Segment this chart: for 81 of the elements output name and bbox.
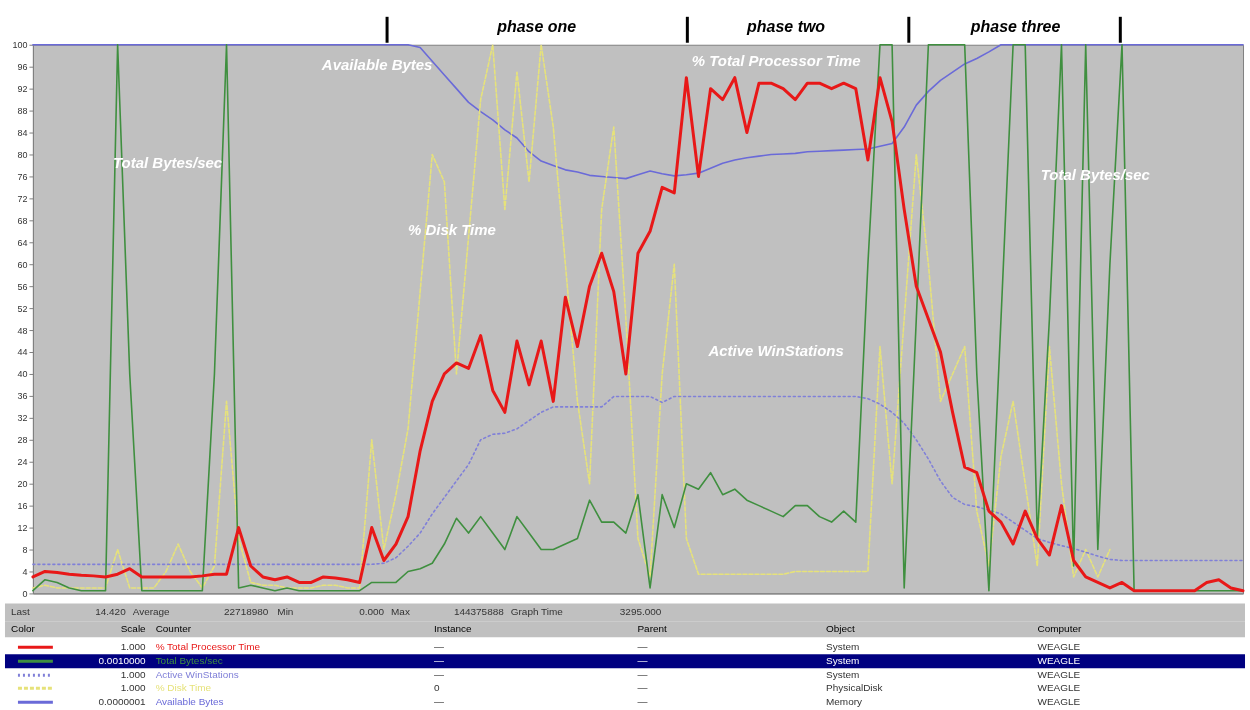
y-tick-label: 24 (17, 457, 28, 468)
y-tick-label: 64 (17, 237, 28, 248)
text: Total Bytes/sec (155, 655, 223, 667)
text: phase one (496, 17, 577, 35)
y-tick-label: 84 (17, 128, 28, 139)
text: WEAGLE (1037, 669, 1081, 681)
y-tick-label: 76 (17, 171, 28, 182)
text: % Total Processor Time (155, 641, 261, 653)
text: Available Bytes (155, 696, 224, 708)
text: WEAGLE (1037, 696, 1081, 708)
text: Parent (637, 623, 668, 635)
text: 0.0010000 (98, 655, 147, 667)
text: System (826, 669, 860, 681)
text: Active WinStations (155, 669, 239, 681)
text: — (637, 655, 648, 667)
text: PhysicalDisk (826, 682, 883, 694)
y-tick-label: 4 (22, 566, 28, 577)
text: 22718980 (224, 606, 269, 618)
text: Scale (120, 623, 147, 635)
y-tick-label: 68 (17, 215, 28, 226)
text: 14.420 (95, 606, 127, 618)
y-tick-label: 0 (22, 588, 28, 599)
text: Computer (1037, 623, 1082, 635)
y-tick-label: 48 (17, 325, 28, 336)
text: System (826, 641, 860, 653)
text: — (637, 669, 648, 681)
text: Min (277, 606, 294, 618)
text: 1.000 (120, 682, 147, 694)
y-tick-label: 52 (17, 303, 28, 314)
text: 1.000 (120, 641, 147, 653)
text: Color (10, 623, 36, 635)
y-tick-label: 12 (17, 523, 28, 534)
text: — (433, 669, 444, 681)
y-tick-label: 36 (17, 391, 28, 402)
text: WEAGLE (1037, 655, 1081, 667)
text: Graph Time (510, 606, 564, 618)
y-tick-label: 60 (17, 259, 28, 270)
annotation: % Total Processor Time (691, 51, 861, 69)
text: phase two (746, 17, 826, 35)
y-tick-label: 92 (17, 84, 28, 95)
y-tick-label: 88 (17, 106, 28, 117)
y-tick-label: 40 (17, 369, 28, 380)
annotation: Active WinStations (707, 342, 844, 359)
text: phase three (969, 17, 1061, 35)
text: — (637, 682, 648, 694)
text: — (433, 696, 444, 708)
y-tick-label: 44 (17, 347, 28, 358)
text: — (637, 641, 648, 653)
text: Last (10, 606, 31, 618)
text: System (826, 655, 860, 667)
y-tick-label: 56 (17, 281, 28, 292)
text: 0.0000001 (98, 696, 147, 708)
text: 1.000 (120, 669, 147, 681)
y-tick-label: 80 (17, 149, 28, 160)
y-tick-label: 32 (17, 413, 28, 424)
text: Counter (155, 623, 192, 635)
text: Max (391, 606, 410, 618)
y-tick-label: 28 (17, 435, 28, 446)
text: 144375888 (453, 606, 505, 618)
annotation: Available Bytes (320, 55, 433, 73)
y-tick-label: 100 (12, 40, 28, 51)
text: — (433, 655, 444, 667)
line-series (32, 395, 1244, 566)
text: 0 (433, 682, 440, 694)
text: Object (826, 623, 856, 635)
text: 3295.000 (619, 606, 662, 618)
text: WEAGLE (1037, 682, 1081, 694)
text: Memory (826, 696, 863, 708)
y-tick-label: 16 (17, 501, 28, 512)
text: — (433, 641, 444, 653)
text: Average (132, 606, 171, 618)
text: — (637, 696, 648, 708)
text: 0.000 (359, 606, 385, 618)
y-tick-label: 20 (17, 479, 28, 490)
y-tick-label: 72 (17, 193, 28, 204)
annotation: % Disk Time (408, 221, 496, 239)
y-tick-label: 8 (22, 545, 28, 556)
text: Instance (433, 623, 473, 635)
y-tick-label: 96 (17, 62, 28, 73)
text: % Disk Time (155, 682, 212, 694)
text: WEAGLE (1037, 641, 1081, 653)
